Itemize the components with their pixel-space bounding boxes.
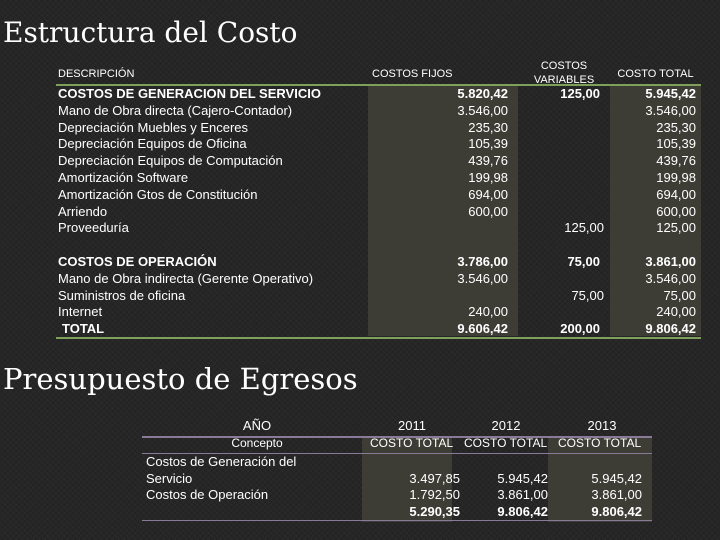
header-descripcion: DESCRIPCIÓN bbox=[58, 68, 135, 80]
row-description: COSTOS DE OPERACIÓN bbox=[58, 254, 217, 269]
budget-row-2012: 3.861,00 bbox=[497, 487, 548, 502]
row-costos-variables: 125,00 bbox=[564, 220, 604, 236]
row-costo-total: 694,00 bbox=[656, 186, 696, 202]
budget-row-concept: Servicio bbox=[146, 470, 193, 486]
row-costos-fijos: 600,00 bbox=[468, 203, 508, 219]
budget-bottom-line bbox=[142, 520, 652, 521]
row-description: TOTAL bbox=[62, 321, 105, 337]
row-description: Proveeduría bbox=[58, 220, 129, 236]
budget-row-2013: 5.945,42 bbox=[591, 470, 642, 486]
budget-row-2011: 3.497,85 bbox=[409, 470, 460, 486]
header-year-2013: 2013 bbox=[587, 418, 617, 433]
row-costos-fijos: 235,30 bbox=[468, 119, 508, 135]
row-costos-fijos: 439,76 bbox=[468, 153, 508, 169]
header-costos-variables-2: VARIABLES bbox=[533, 74, 595, 86]
year-2013-column-bg bbox=[548, 438, 652, 522]
row-description: Depreciación Muebles y Enceres bbox=[58, 119, 249, 135]
year-2011-column-bg bbox=[362, 438, 452, 522]
subheader-costo-total-2012: COSTO TOTAL bbox=[464, 436, 548, 450]
subheader-costo-total-2013: COSTO TOTAL bbox=[558, 436, 642, 450]
row-costos-variables: 125,00 bbox=[560, 86, 600, 101]
row-costo-total: 125,00 bbox=[656, 220, 696, 236]
cost-structure-table: DESCRIPCIÓN COSTOS FIJOS COSTOS VARIABLE… bbox=[56, 56, 701, 340]
header-year-2011: 2011 bbox=[398, 418, 426, 433]
slide-title-estructura: Estructura del Costo bbox=[3, 16, 298, 49]
row-costos-fijos: 105,39 bbox=[468, 136, 508, 152]
row-costo-total: 439,76 bbox=[656, 153, 696, 169]
row-costo-total: 3.546,00 bbox=[645, 102, 696, 118]
header-ano: AÑO bbox=[242, 418, 272, 433]
header-concepto: Concepto bbox=[231, 436, 283, 450]
row-costos-fijos: 3.546,00 bbox=[457, 102, 508, 118]
row-costo-total: 3.861,00 bbox=[645, 254, 696, 269]
row-costo-total: 240,00 bbox=[656, 304, 696, 320]
budget-row-concept: Costos de Generación del bbox=[146, 454, 297, 469]
row-costos-fijos: 199,98 bbox=[468, 170, 508, 185]
row-description: Depreciación Equipos de Computación bbox=[58, 153, 283, 169]
fixed-costs-column-bg bbox=[368, 84, 518, 336]
header-year-2012: 2012 bbox=[491, 418, 521, 433]
row-costo-total: 105,39 bbox=[656, 136, 696, 152]
row-costos-fijos: 9.606,42 bbox=[457, 321, 508, 337]
row-costo-total: 600,00 bbox=[656, 203, 696, 219]
budget-row-2013: 3.861,00 bbox=[591, 487, 642, 502]
row-costo-total: 3.546,00 bbox=[645, 270, 696, 286]
header-costos-variables-1: COSTOS bbox=[540, 60, 588, 72]
row-costo-total: 199,98 bbox=[656, 170, 696, 185]
row-costo-total: 75,00 bbox=[663, 287, 696, 303]
row-costo-total: 5.945,42 bbox=[645, 86, 696, 101]
row-description: Mano de Obra directa (Cajero-Contador) bbox=[58, 102, 293, 118]
header-costo-total: COSTO TOTAL bbox=[617, 68, 694, 80]
header-divider-line bbox=[56, 84, 701, 86]
budget-header-line bbox=[142, 436, 652, 438]
row-description: Depreciación Equipos de Oficina bbox=[58, 136, 247, 152]
row-description: Mano de Obra indirecta (Gerente Operativ… bbox=[58, 270, 314, 286]
budget-row-2012: 9.806,42 bbox=[497, 503, 548, 519]
row-description: Amortización Software bbox=[58, 170, 189, 185]
header-costos-fijos: COSTOS FIJOS bbox=[372, 68, 453, 80]
subheader-costo-total-2011: COSTO TOTAL bbox=[370, 436, 454, 450]
row-costos-variables: 200,00 bbox=[560, 321, 600, 337]
row-costo-total: 235,30 bbox=[656, 119, 696, 135]
table-bottom-line bbox=[56, 337, 701, 339]
row-description: Amortización Gtos de Constitución bbox=[58, 186, 258, 202]
row-costos-fijos: 3.546,00 bbox=[457, 270, 508, 286]
row-costo-total: 9.806,42 bbox=[645, 321, 696, 337]
row-description: COSTOS DE GENERACION DEL SERVICIO bbox=[58, 86, 321, 101]
row-costos-variables: 75,00 bbox=[567, 254, 600, 269]
budget-row-concept: Costos de Operación bbox=[146, 487, 269, 502]
budget-table: AÑO 2011 2012 2013 Concepto COSTO TOTAL … bbox=[142, 412, 652, 522]
row-description: Arriendo bbox=[58, 203, 108, 219]
total-cost-column-bg bbox=[610, 84, 701, 336]
row-costos-fijos: 3.786,00 bbox=[457, 254, 508, 269]
budget-row-2012: 5.945,42 bbox=[497, 470, 548, 486]
row-costos-fijos: 694,00 bbox=[468, 186, 508, 202]
budget-subheader-line bbox=[142, 453, 652, 454]
row-costos-fijos: 240,00 bbox=[468, 304, 508, 320]
row-costos-fijos: 5.820,42 bbox=[457, 86, 508, 101]
budget-row-2013: 9.806,42 bbox=[591, 503, 642, 519]
row-description: Internet bbox=[58, 304, 103, 320]
budget-row-2011: 5.290,35 bbox=[409, 503, 460, 519]
row-costos-variables: 75,00 bbox=[571, 287, 604, 303]
row-description: Suministros de oficina bbox=[58, 287, 186, 303]
budget-row-2011: 1.792,50 bbox=[409, 487, 460, 502]
slide-title-presupuesto: Presupuesto de Egresos bbox=[3, 362, 358, 396]
